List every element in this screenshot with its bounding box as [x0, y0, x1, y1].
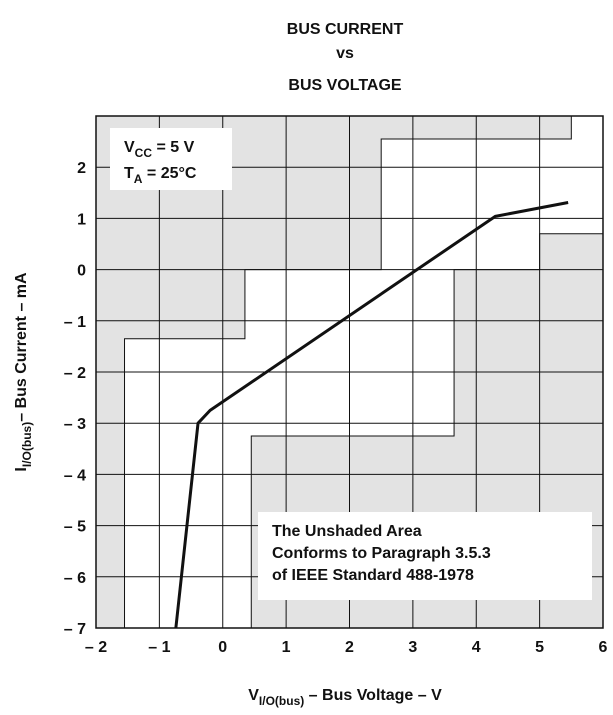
label-base: V [248, 687, 259, 704]
chart-title: vs [336, 45, 354, 62]
label-sub: A [134, 172, 143, 186]
y-tick-label: – 6 [64, 570, 86, 587]
chart-title: BUS VOLTAGE [288, 77, 402, 94]
label-rest: – Bus Current – mA [13, 272, 30, 422]
note-text: Conforms to Paragraph 3.5.3 [272, 545, 491, 562]
y-axis-label: II/O(bus)– Bus Current – mA [13, 272, 34, 472]
data-line [174, 201, 569, 629]
conditions-box [110, 128, 232, 190]
x-tick-label: 6 [599, 639, 608, 656]
x-tick-label: 0 [218, 639, 227, 656]
y-tick-label: 0 [77, 263, 86, 280]
x-tick-label: 3 [408, 639, 417, 656]
condition-text: VCC = 5 V [124, 139, 195, 160]
label-base: V [124, 139, 135, 156]
y-tick-label: – 3 [64, 416, 86, 433]
y-tick-label: 1 [77, 211, 86, 228]
y-tick-label: – 5 [64, 519, 86, 536]
x-tick-label: 4 [472, 639, 481, 656]
x-tick-label: – 1 [148, 639, 170, 656]
chart-title: BUS CURRENT [287, 21, 404, 38]
x-tick-label: 2 [345, 639, 354, 656]
y-tick-label: – 2 [64, 365, 86, 382]
plot-frame [95, 115, 604, 629]
label-base: I [13, 467, 30, 471]
x-tick-label: – 2 [85, 639, 107, 656]
x-tick-label: 5 [535, 639, 544, 656]
condition-text: TA = 25°C [124, 165, 197, 186]
label-rest: = 5 V [152, 139, 195, 156]
x-tick-label: 1 [282, 639, 291, 656]
label-rest: = 25°C [142, 165, 196, 182]
note-box [258, 512, 592, 600]
note-text: of IEEE Standard 488-1978 [272, 567, 474, 584]
label-sub: I/O(bus) [20, 422, 34, 467]
label-sub: I/O(bus) [259, 694, 304, 708]
y-tick-label: – 1 [64, 314, 86, 331]
label-sub: CC [135, 146, 153, 160]
label-base: T [124, 165, 134, 182]
y-tick-label: 2 [77, 160, 86, 177]
note-text: The Unshaded Area [272, 523, 422, 540]
y-tick-label: – 7 [64, 621, 86, 638]
x-axis-label: VI/O(bus) – Bus Voltage – V [248, 687, 442, 708]
label-rest: – Bus Voltage – V [304, 687, 442, 704]
y-tick-label: – 4 [64, 467, 86, 484]
